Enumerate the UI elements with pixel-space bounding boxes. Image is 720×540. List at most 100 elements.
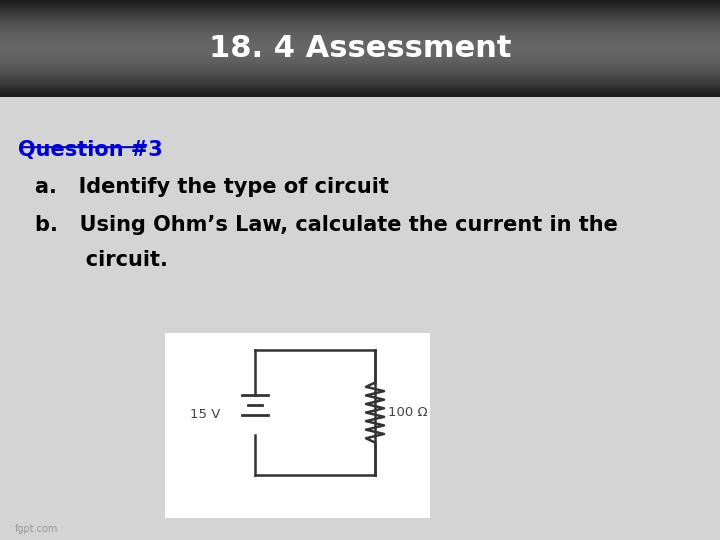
Bar <box>165 333 430 518</box>
Bar <box>0 29 720 30</box>
Bar <box>0 35 720 36</box>
Bar <box>0 26 720 27</box>
Bar <box>0 83 720 84</box>
Bar <box>0 57 720 58</box>
Bar <box>0 74 720 75</box>
Bar <box>0 30 720 31</box>
Bar <box>0 94 720 95</box>
Bar <box>0 46 720 48</box>
Bar <box>0 86 720 87</box>
Bar <box>0 85 720 86</box>
Bar <box>0 18 720 19</box>
Bar <box>0 14 720 15</box>
Bar <box>0 21 720 22</box>
Bar <box>0 27 720 28</box>
Bar <box>0 24 720 25</box>
Bar <box>0 59 720 60</box>
Bar <box>0 2 720 3</box>
Text: Question #3: Question #3 <box>18 140 163 160</box>
Bar <box>0 92 720 93</box>
Bar <box>0 45 720 46</box>
Bar <box>0 31 720 32</box>
Bar <box>0 63 720 64</box>
Bar <box>0 16 720 17</box>
Bar <box>0 73 720 74</box>
Text: a.   Identify the type of circuit: a. Identify the type of circuit <box>35 177 389 197</box>
Bar <box>0 72 720 73</box>
Bar <box>0 22 720 23</box>
Bar <box>0 25 720 26</box>
Bar <box>0 15 720 16</box>
Bar <box>0 49 720 50</box>
Bar <box>0 0 720 1</box>
Bar <box>0 80 720 82</box>
Bar <box>0 34 720 35</box>
Bar <box>0 17 720 18</box>
Bar <box>0 3 720 4</box>
Bar <box>0 52 720 53</box>
Bar <box>0 79 720 80</box>
Bar <box>0 90 720 91</box>
Bar <box>0 70 720 71</box>
Bar <box>0 95 720 96</box>
Bar <box>0 69 720 70</box>
Text: 15 V: 15 V <box>189 408 220 421</box>
Bar <box>0 4 720 5</box>
Bar <box>0 40 720 41</box>
Bar <box>0 71 720 72</box>
Bar <box>0 53 720 55</box>
Bar <box>0 56 720 57</box>
Bar <box>0 12 720 14</box>
Bar <box>0 38 720 39</box>
Bar <box>0 43 720 44</box>
Bar <box>0 7 720 8</box>
Bar <box>0 36 720 37</box>
Bar <box>0 37 720 38</box>
Bar <box>0 1 720 2</box>
Bar <box>0 41 720 42</box>
Bar <box>0 58 720 59</box>
Bar <box>0 23 720 24</box>
Bar <box>0 50 720 51</box>
Bar <box>0 6 720 7</box>
Bar <box>0 68 720 69</box>
Bar <box>0 51 720 52</box>
Bar <box>0 48 720 49</box>
Bar <box>0 84 720 85</box>
Bar <box>0 62 720 63</box>
Text: b.   Using Ohm’s Law, calculate the current in the: b. Using Ohm’s Law, calculate the curren… <box>35 215 618 235</box>
Bar <box>0 78 720 79</box>
Bar <box>0 42 720 43</box>
Bar <box>0 9 720 10</box>
Bar <box>0 82 720 83</box>
Bar <box>0 66 720 67</box>
Bar <box>0 91 720 92</box>
Bar <box>0 77 720 78</box>
Text: circuit.: circuit. <box>35 250 168 270</box>
Bar <box>0 55 720 56</box>
Bar <box>0 44 720 45</box>
Bar <box>0 75 720 76</box>
Bar <box>0 32 720 33</box>
Bar <box>0 11 720 12</box>
Bar <box>0 76 720 77</box>
Bar <box>0 10 720 11</box>
Text: fgpt.com: fgpt.com <box>15 524 58 534</box>
Bar <box>0 87 720 89</box>
Text: 100 Ω: 100 Ω <box>388 406 428 419</box>
Bar <box>0 19 720 21</box>
Bar <box>0 5 720 6</box>
Bar <box>0 96 720 97</box>
Bar <box>0 33 720 34</box>
Bar <box>0 60 720 61</box>
Bar <box>0 64 720 65</box>
Bar <box>0 65 720 66</box>
Bar <box>0 28 720 29</box>
Bar <box>0 89 720 90</box>
Bar <box>0 93 720 94</box>
Bar <box>0 67 720 68</box>
Bar <box>0 61 720 62</box>
Bar <box>0 8 720 9</box>
Text: 18. 4 Assessment: 18. 4 Assessment <box>209 34 511 63</box>
Bar <box>0 39 720 40</box>
